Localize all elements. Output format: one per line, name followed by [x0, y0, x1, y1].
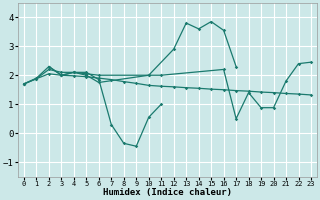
X-axis label: Humidex (Indice chaleur): Humidex (Indice chaleur)	[103, 188, 232, 197]
